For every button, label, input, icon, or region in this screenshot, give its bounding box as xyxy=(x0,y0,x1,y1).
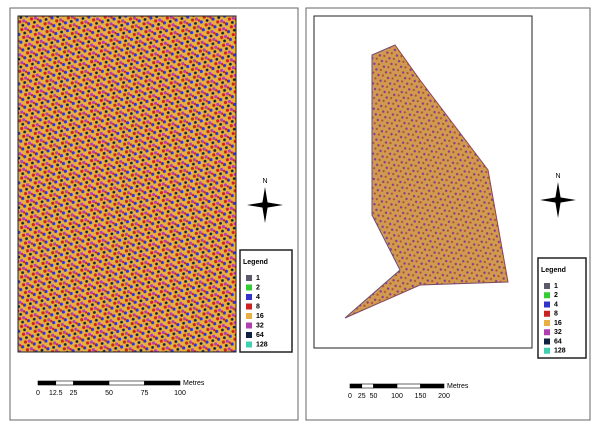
legend-swatch xyxy=(246,294,252,300)
scale-label: 0 xyxy=(36,390,40,397)
scale-segment xyxy=(374,384,398,388)
scale-segment xyxy=(421,384,445,388)
legend-swatch xyxy=(246,304,252,310)
legend-label: 8 xyxy=(256,303,260,310)
legend-swatch xyxy=(246,342,252,348)
legend-label: 1 xyxy=(256,275,260,282)
scale-segment xyxy=(74,381,110,385)
legend-label: 16 xyxy=(554,320,562,327)
legend-label: 32 xyxy=(256,322,264,329)
scale-label: 100 xyxy=(174,390,186,397)
legend-swatch xyxy=(544,329,550,335)
scale-label: 50 xyxy=(105,390,113,397)
legend-label: 8 xyxy=(554,311,558,318)
figure: NLegend1248163264128012.5255075100Metres… xyxy=(0,0,594,424)
legend-swatch xyxy=(544,292,550,298)
scale-segment xyxy=(362,384,374,388)
legend-swatch xyxy=(544,283,550,289)
scale-segment xyxy=(109,381,145,385)
scale-segment xyxy=(397,384,421,388)
legend-label: 64 xyxy=(256,332,264,339)
north-label: N xyxy=(262,178,267,185)
scale-label: 0 xyxy=(348,393,352,400)
scale-segment xyxy=(350,384,362,388)
legend-label: 4 xyxy=(256,294,260,301)
legend-swatch xyxy=(246,323,252,329)
legend-swatch xyxy=(544,348,550,354)
scale-label: 150 xyxy=(415,393,427,400)
legend-swatch xyxy=(544,320,550,326)
scale-label: 100 xyxy=(391,393,403,400)
legend-swatch xyxy=(246,285,252,291)
legend-label: 128 xyxy=(554,348,566,355)
scale-label: 50 xyxy=(370,393,378,400)
scale-unit: Metres xyxy=(447,383,469,390)
legend-label: 1 xyxy=(554,283,558,290)
legend-label: 4 xyxy=(554,301,558,308)
legend-swatch xyxy=(246,332,252,338)
legend-swatch xyxy=(246,275,252,281)
scale-segment xyxy=(145,381,181,385)
legend-swatch xyxy=(246,313,252,319)
legend-label: 2 xyxy=(554,292,558,299)
scale-unit: Metres xyxy=(183,380,205,387)
legend-swatch xyxy=(544,302,550,308)
legend-label: 64 xyxy=(554,338,562,345)
scale-label: 25 xyxy=(70,390,78,397)
scale-segment xyxy=(56,381,74,385)
legend-swatch xyxy=(544,311,550,317)
scale-segment xyxy=(38,381,56,385)
scale-label: 200 xyxy=(438,393,450,400)
scale-label: 25 xyxy=(358,393,366,400)
left-map xyxy=(18,16,236,352)
legend-swatch xyxy=(544,339,550,345)
north-label: N xyxy=(555,173,560,180)
legend-label: 16 xyxy=(256,313,264,320)
scale-label: 75 xyxy=(141,390,149,397)
legend-label: 128 xyxy=(256,341,268,348)
legend-title: Legend xyxy=(243,259,268,266)
legend-label: 32 xyxy=(554,329,562,336)
legend-title: Legend xyxy=(541,267,566,274)
scale-label: 12.5 xyxy=(49,390,63,397)
legend-label: 2 xyxy=(256,284,260,291)
